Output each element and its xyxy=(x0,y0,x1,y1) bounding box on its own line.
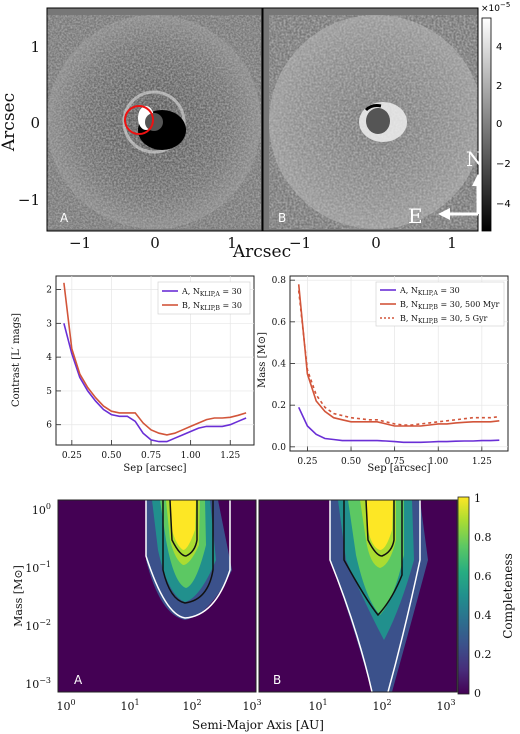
contrast-chart: 2 3 4 5 6 0.25 0.50 0.75 1.00 1.25 Contrast [L′ … xyxy=(11,275,255,474)
map-xticks: 100 101 102 103 101 102 103 xyxy=(56,698,455,713)
ytick-label: 6 xyxy=(46,421,52,431)
ytick-label: 0.6 xyxy=(272,318,287,328)
image-panel-b: B N E xyxy=(262,7,484,232)
mass-legend: A, NKLIP,A = 30 B, NKLIP,B = 30, 500 Myr… xyxy=(375,281,505,327)
compass-n-label: N xyxy=(466,147,484,171)
ytick-label: 5 xyxy=(46,387,52,397)
ytick-label: 0.8 xyxy=(272,276,287,286)
images-yticks: 1 0 −1 xyxy=(18,38,40,209)
map-b-label: B xyxy=(273,673,281,687)
cb-tick: 0 xyxy=(496,119,502,130)
series-line-2 xyxy=(297,290,500,426)
legend-entry: A, NKLIP,A = 30 xyxy=(181,287,242,298)
image-panel-a: A xyxy=(46,7,263,232)
contrast-ylabel: Contrast [L′ mags] xyxy=(11,313,22,407)
ytick-label: 0.4 xyxy=(272,360,287,370)
xtick-label: 1.00 xyxy=(181,451,201,461)
legend-entry: B, NKLIP,B = 30 xyxy=(182,301,242,312)
cb-tick: 0.2 xyxy=(474,648,492,661)
xtick-label: 0.25 xyxy=(297,457,317,467)
map-yticks: 100 10−1 10−2 10−3 xyxy=(25,502,51,691)
ytick: 10−2 xyxy=(25,618,51,633)
mass-xlabel: Sep [arcsec] xyxy=(367,463,430,474)
series-line-1 xyxy=(63,282,247,436)
legend-entry: B, NKLIP,B = 30, 500 Myr xyxy=(400,300,500,311)
xtick-label: 1.25 xyxy=(472,457,492,467)
xtick-label: 0.75 xyxy=(385,457,405,467)
cb-tick: 0.6 xyxy=(474,570,492,583)
ytick-label: 0.0 xyxy=(272,443,287,453)
completeness-colorbar: 1 0.8 0.6 0.4 0.2 0 Completeness xyxy=(457,492,515,700)
compass-e-label: E xyxy=(408,204,423,228)
series-line-0 xyxy=(63,323,247,443)
ytick-label: 2 xyxy=(46,286,52,296)
contrast-legend: A, NKLIP,A = 30 B, NKLIP,B = 30 xyxy=(157,281,251,315)
mass-ylabel: Mass [M⊙] xyxy=(257,332,268,388)
ytick: 100 xyxy=(32,502,51,517)
cb-tick: 2 xyxy=(496,81,502,92)
highlight-circle xyxy=(124,105,154,135)
xtick: 100 xyxy=(56,698,75,713)
legend-entry: A, NKLIP,A = 30 xyxy=(399,286,460,297)
cb-tick: 1 xyxy=(474,492,481,505)
panel-a-label: A xyxy=(60,211,69,225)
series-line-0 xyxy=(297,406,500,444)
cb-tick: 0.8 xyxy=(474,531,492,544)
xtick: 102 xyxy=(182,698,201,713)
series-line-1 xyxy=(297,284,500,427)
grayscale-colorbar: ×10−5 4 2 0 −2 −4 xyxy=(481,1,511,232)
xtick-label: 0.25 xyxy=(62,451,82,461)
ytick: 10−1 xyxy=(25,560,51,575)
mass-chart: 0.0 0.2 0.4 0.6 0.8 0.25 0.50 0.75 1.00 1.25 Mas… xyxy=(257,275,509,474)
map-ylabel: Mass [M⊙] xyxy=(12,565,25,627)
xtick-label: 0.75 xyxy=(141,451,161,461)
ytick-label: 4 xyxy=(46,353,52,363)
contrast-xlabel: Sep [arcsec] xyxy=(123,463,186,474)
xtick: 0 xyxy=(150,234,160,252)
images-ylabel: Arcsec xyxy=(0,93,19,152)
xtick: 0 xyxy=(371,234,381,252)
xtick: −1 xyxy=(289,234,311,252)
xtick-label: 0.50 xyxy=(341,457,361,467)
ytick: −1 xyxy=(18,191,40,209)
xtick-label: 1.25 xyxy=(220,451,240,461)
xtick: 103 xyxy=(242,698,261,713)
ytick-label: 0.2 xyxy=(272,401,286,411)
compass-icon: N E xyxy=(408,147,484,228)
map-xlabel: Semi-Major Axis [AU] xyxy=(192,718,324,732)
cb-tick: 4 xyxy=(496,42,502,53)
ytick: 10−3 xyxy=(25,676,51,691)
images-xticks: −1 0 1 −1 0 1 xyxy=(69,234,457,252)
completeness-map-a: A xyxy=(57,499,257,693)
map-a-label: A xyxy=(74,673,83,687)
ytick-label: 3 xyxy=(46,319,52,329)
ytick: 1 xyxy=(30,38,40,56)
cb-tick: −2 xyxy=(496,159,511,170)
xtick: −1 xyxy=(69,234,91,252)
cb-tick: 0 xyxy=(474,687,481,700)
ytick: 0 xyxy=(30,114,40,132)
xtick: 101 xyxy=(308,698,327,713)
xtick: 1 xyxy=(447,234,457,252)
xtick: 103 xyxy=(436,698,455,713)
completeness-map-b: B xyxy=(258,499,458,693)
legend-entry: B, NKLIP,B = 30, 5 Gyr xyxy=(400,314,488,325)
cb-tick: 0.4 xyxy=(474,609,492,622)
xtick: 1 xyxy=(227,234,237,252)
colorbar-label: Completeness xyxy=(501,553,515,638)
colorbar-exponent: ×10−5 xyxy=(481,1,510,14)
xtick: 101 xyxy=(120,698,139,713)
panel-b-label: B xyxy=(278,211,286,225)
xtick-label: 0.50 xyxy=(101,451,121,461)
images-xlabel: Arcsec xyxy=(232,242,291,262)
xtick-label: 1.00 xyxy=(428,457,448,467)
cb-tick: −4 xyxy=(496,199,511,210)
xtick: 102 xyxy=(372,698,391,713)
